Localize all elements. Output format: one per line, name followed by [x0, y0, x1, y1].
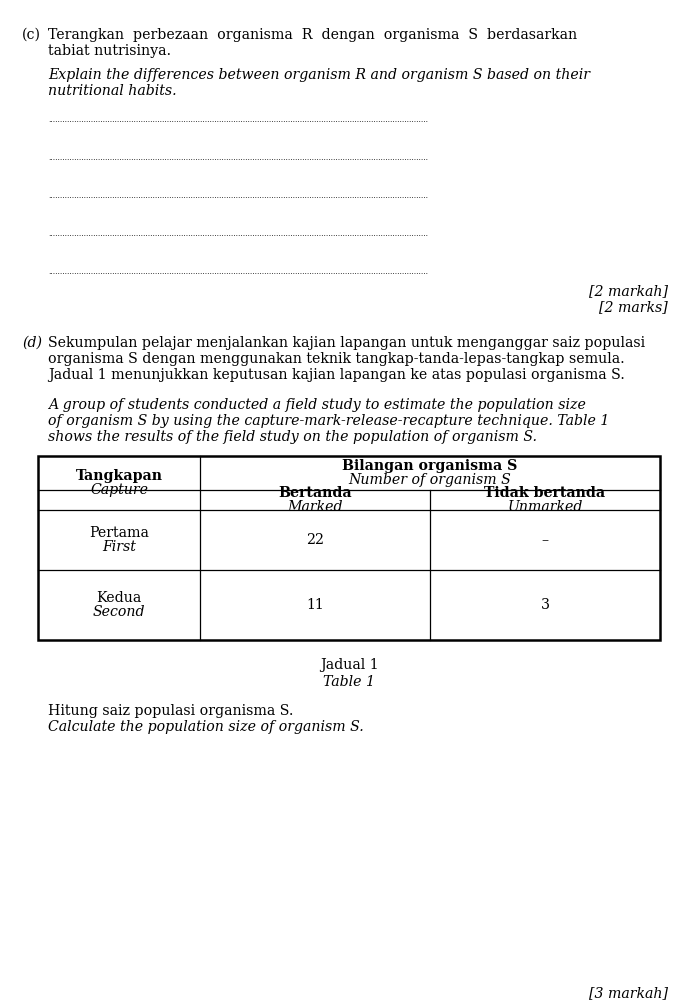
Text: 11: 11	[306, 598, 324, 612]
Text: 22: 22	[306, 533, 324, 547]
Text: Jadual 1: Jadual 1	[319, 658, 378, 672]
Text: (d): (d)	[22, 336, 42, 350]
Text: ................................................................................: ........................................…	[48, 154, 428, 162]
Text: –: –	[541, 533, 549, 547]
Text: Bilangan organisma S: Bilangan organisma S	[342, 459, 518, 473]
Bar	[38, 456, 660, 640]
Text: Unmarked: Unmarked	[507, 500, 583, 514]
Text: organisma S dengan menggunakan teknik tangkap-tanda-lepas-tangkap semula.: organisma S dengan menggunakan teknik ta…	[48, 352, 625, 366]
Text: Second: Second	[93, 605, 146, 619]
Text: Number of organism S: Number of organism S	[349, 473, 511, 487]
Text: A group of students conducted a field study to estimate the population size: A group of students conducted a field st…	[48, 398, 586, 412]
Text: nutritional habits.: nutritional habits.	[48, 84, 177, 98]
Text: [3 markah]: [3 markah]	[589, 986, 668, 1000]
Text: Kedua: Kedua	[96, 591, 141, 605]
Text: Explain the differences between organism R and organism S based on their: Explain the differences between organism…	[48, 68, 590, 82]
Text: Hitung saiz populasi organisma S.: Hitung saiz populasi organisma S.	[48, 704, 294, 718]
Text: ................................................................................: ........................................…	[48, 268, 428, 276]
Text: 3: 3	[541, 598, 550, 612]
Text: Bertanda: Bertanda	[278, 486, 352, 500]
Text: ................................................................................: ........................................…	[48, 230, 428, 238]
Text: Pertama: Pertama	[89, 526, 149, 540]
Text: Tidak bertanda: Tidak bertanda	[484, 486, 606, 500]
Text: Table 1: Table 1	[323, 675, 375, 689]
Text: [2 marks]: [2 marks]	[599, 300, 668, 314]
Text: Jadual 1 menunjukkan keputusan kajian lapangan ke atas populasi organisma S.: Jadual 1 menunjukkan keputusan kajian la…	[48, 368, 625, 382]
Text: ................................................................................: ........................................…	[48, 192, 428, 200]
Text: tabiat nutrisinya.: tabiat nutrisinya.	[48, 44, 171, 58]
Text: [2 markah]: [2 markah]	[589, 284, 668, 298]
Text: Sekumpulan pelajar menjalankan kajian lapangan untuk menganggar saiz populasi: Sekumpulan pelajar menjalankan kajian la…	[48, 336, 645, 350]
Text: Marked: Marked	[288, 500, 343, 514]
Text: Calculate the population size of organism S.: Calculate the population size of organis…	[48, 720, 364, 734]
Text: Tangkapan: Tangkapan	[76, 469, 162, 483]
Text: Capture: Capture	[90, 483, 148, 497]
Text: First: First	[102, 540, 136, 554]
Text: shows the results of the field study on the population of organism S.: shows the results of the field study on …	[48, 430, 537, 444]
Text: ................................................................................: ........................................…	[48, 116, 428, 124]
Text: Terangkan  perbezaan  organisma  R  dengan  organisma  S  berdasarkan: Terangkan perbezaan organisma R dengan o…	[48, 28, 577, 42]
Text: (c): (c)	[22, 28, 41, 42]
Text: of organism S by using the capture-mark-release-recapture technique. Table 1: of organism S by using the capture-mark-…	[48, 414, 609, 428]
